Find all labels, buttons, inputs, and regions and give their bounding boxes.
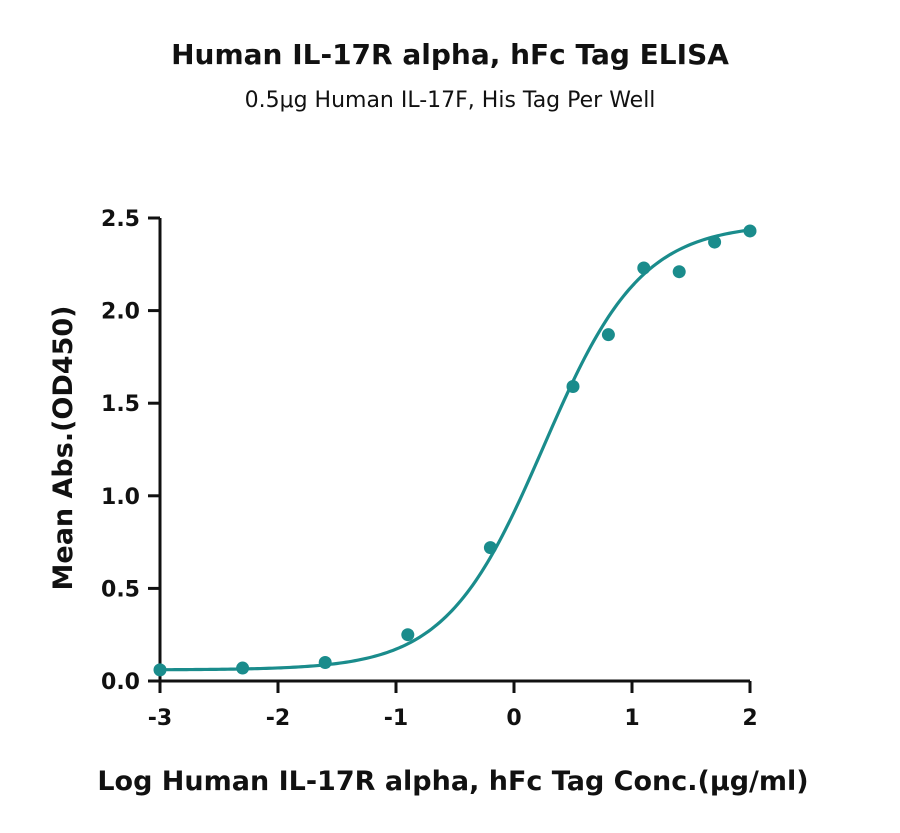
x-tick-label: 1 [624,706,639,731]
data-point [483,541,497,555]
fit-curve-layer [159,228,751,672]
x-tick-label: -3 [148,706,172,731]
x-tick-label: 0 [506,706,521,731]
y-tick-label: 0.0 [101,670,140,695]
data-point [153,663,167,677]
x-tick-label: -1 [384,706,408,731]
fit-curve [159,228,751,672]
chart-title: Human IL-17R alpha, hFc Tag ELISA [171,38,729,71]
chart-subtitle: 0.5μg Human IL-17F, His Tag Per Well [244,88,656,113]
data-point [708,235,722,249]
y-tick-label: 2.0 [101,300,140,325]
y-axis-label: Mean Abs.(OD450) [48,306,79,591]
axes: 0.0 0.5 1.0 1.5 2.0 2.5 -3 -2 -1 0 1 2 [101,207,758,731]
data-point [743,224,757,238]
y-tick-label: 1.5 [101,392,140,417]
data-point [601,328,615,342]
x-tick-label: 2 [742,706,757,731]
x-tick-label: -2 [266,706,290,731]
data-point [566,380,580,394]
data-point [401,628,415,642]
x-axis-label: Log Human IL-17R alpha, hFc Tag Conc.(μg… [97,766,808,797]
data-point [637,261,651,275]
y-tick-label: 1.0 [101,485,140,510]
data-point [236,661,250,675]
points-layer [153,224,757,677]
y-tick-label: 2.5 [101,207,140,232]
data-point [672,265,686,279]
data-point [318,655,332,669]
y-tick-label: 0.5 [101,577,140,602]
